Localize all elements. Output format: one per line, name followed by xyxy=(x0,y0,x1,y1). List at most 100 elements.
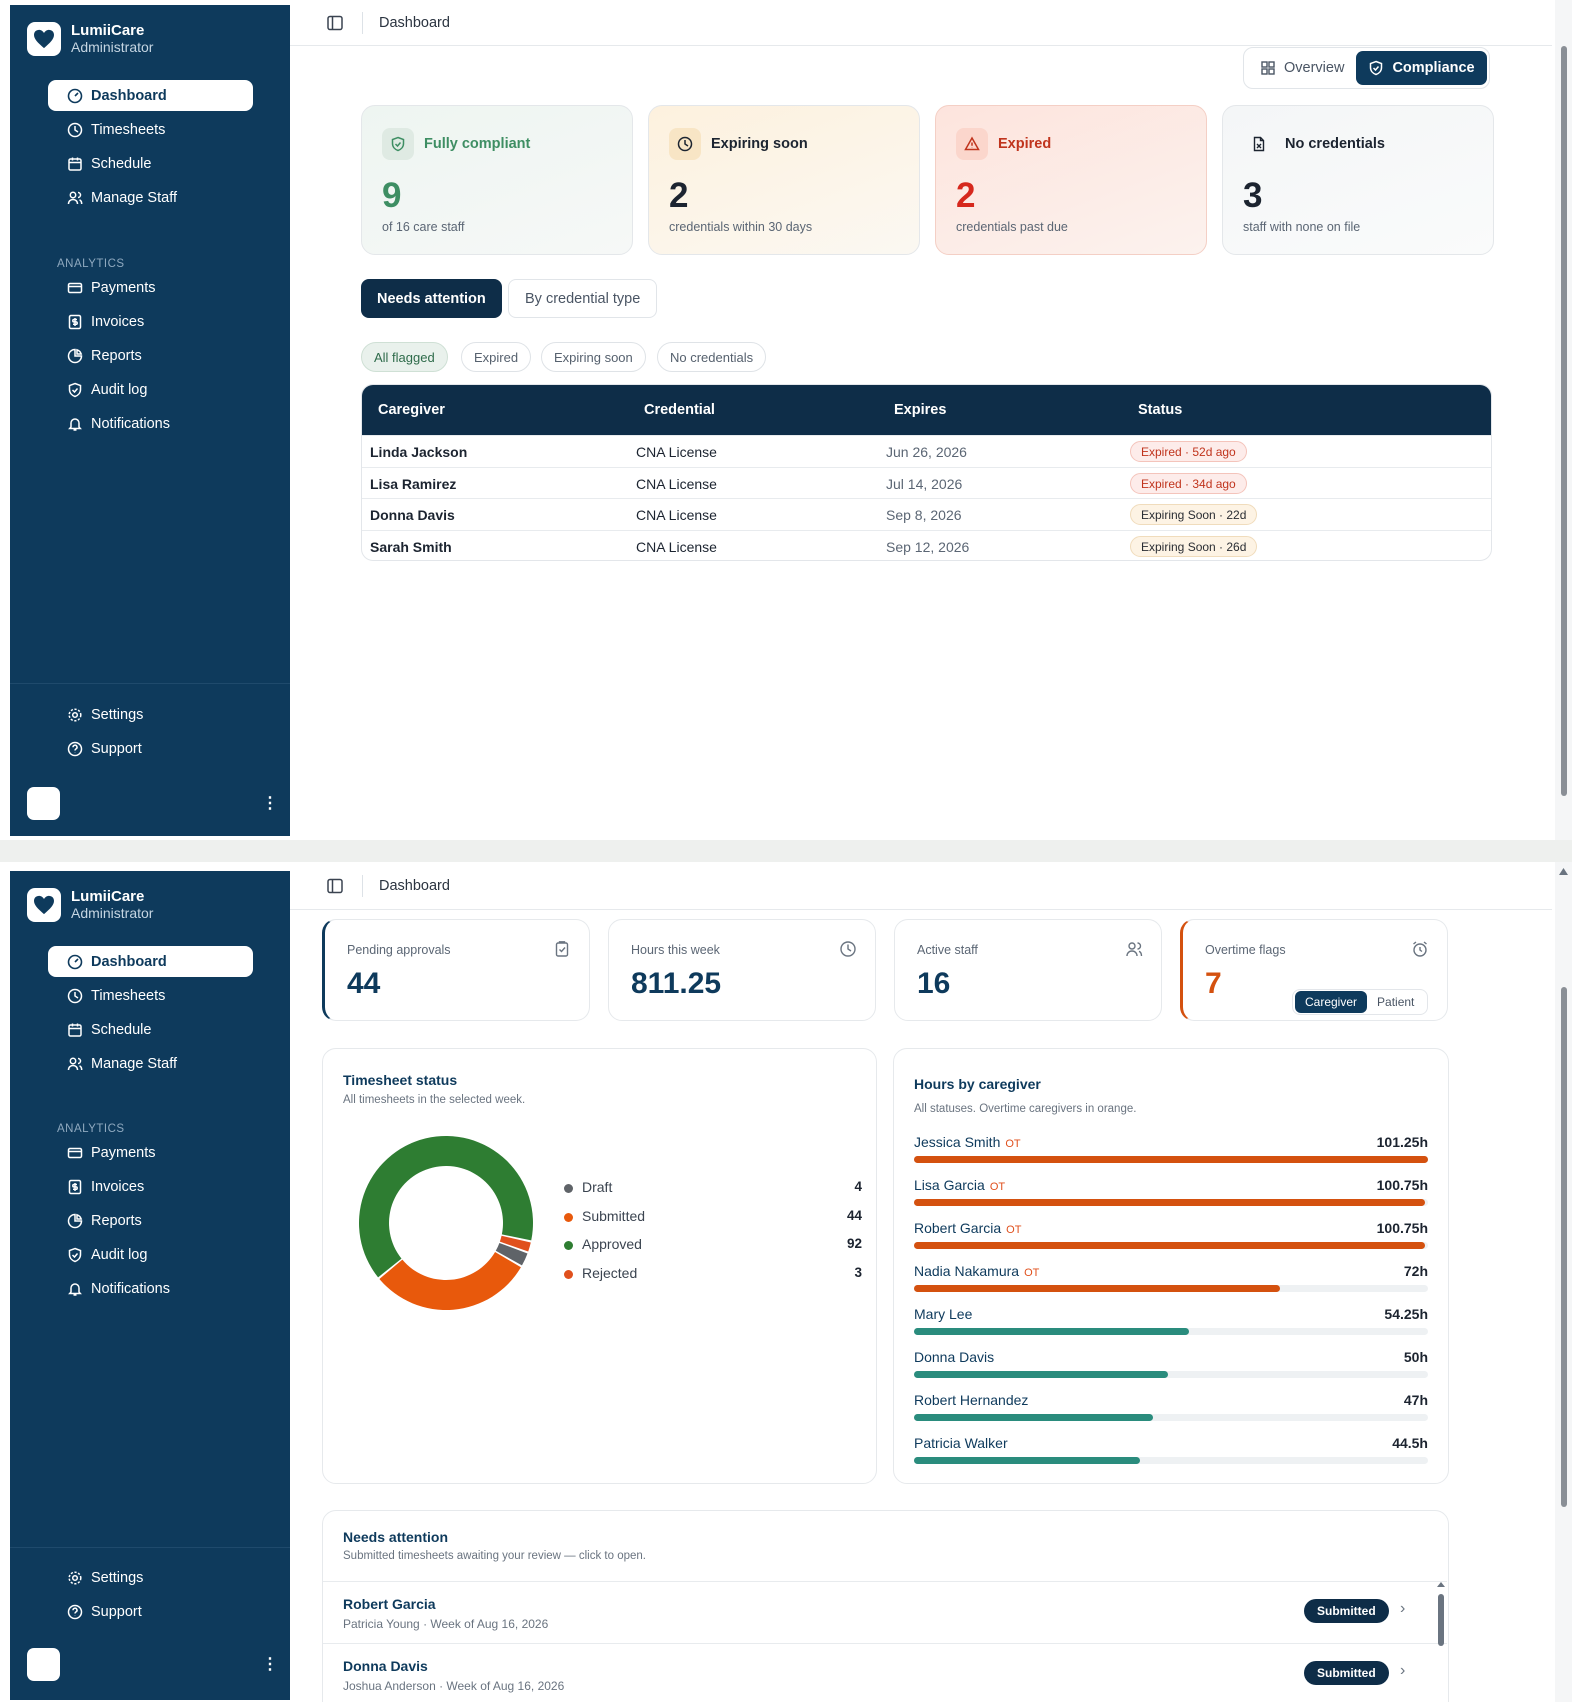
sidebar-item-manage-staff[interactable]: Manage Staff xyxy=(48,1048,253,1079)
attention-row[interactable]: Donna Davis Joshua Anderson · Week of Aug… xyxy=(323,1643,1447,1702)
brand[interactable]: LumiiCare Administrator xyxy=(27,22,153,56)
pie-chart-icon xyxy=(67,348,83,364)
cell-expires: Jun 26, 2026 xyxy=(886,444,967,460)
sidebar-item-dashboard[interactable]: Dashboard xyxy=(48,80,253,111)
caregiver-hours-row[interactable]: Patricia Walker 44.5h xyxy=(914,1435,1428,1471)
caregiver-hours-row[interactable]: Robert Hernandez 47h xyxy=(914,1392,1428,1428)
hours-bar-track xyxy=(914,1371,1428,1378)
scrollbar-thumb[interactable] xyxy=(1561,987,1567,1507)
caregiver-hours-row[interactable]: Nadia Nakamura OT 72h xyxy=(914,1263,1428,1299)
avatar[interactable] xyxy=(27,787,60,820)
status-badge: Submitted xyxy=(1304,1599,1389,1623)
sidebar-item-support[interactable]: Support xyxy=(48,1596,253,1627)
kpi-card-expired[interactable]: Expired 2 credentials past due xyxy=(935,105,1207,255)
compliance-tab-button[interactable]: Compliance xyxy=(1356,51,1487,85)
sidebar: LumiiCare Administrator Dashboard Timesh… xyxy=(10,871,290,1700)
column-credential[interactable]: Credential xyxy=(644,402,715,418)
hours-bar-track xyxy=(914,1199,1428,1206)
donut-slice-rejected[interactable] xyxy=(499,1235,531,1252)
stat-value: 811.25 xyxy=(631,967,722,1000)
table-row[interactable]: Sarah Smith CNA License Sep 12, 2026 Expiri… xyxy=(362,529,1491,561)
kpi-card-no-credentials[interactable]: No credentials 3 staff with none on file xyxy=(1222,105,1494,255)
sidebar-item-reports[interactable]: Reports xyxy=(48,1205,253,1236)
attention-row[interactable]: Robert Garcia Patricia Young · Week of Au… xyxy=(323,1581,1447,1641)
caregiver-hours-row[interactable]: Robert Garcia OT 100.75h xyxy=(914,1220,1428,1256)
filter-all-flagged[interactable]: All flagged xyxy=(361,342,448,372)
chevron-right-icon[interactable]: › xyxy=(1400,1662,1406,1679)
brand[interactable]: LumiiCare Administrator xyxy=(27,888,153,922)
sidebar-item-settings[interactable]: Settings xyxy=(48,1562,253,1593)
top-bar: Dashboard xyxy=(290,862,1552,910)
sidebar-item-label: Support xyxy=(91,1603,142,1620)
page-scrollbar[interactable] xyxy=(1555,0,1572,840)
stat-card-active-staff[interactable]: Active staff 16 xyxy=(894,919,1162,1021)
sidebar-item-dashboard[interactable]: Dashboard xyxy=(48,946,253,977)
sidebar-item-payments[interactable]: Payments xyxy=(48,272,253,303)
kpi-card-expiring-soon[interactable]: Expiring soon 2 credentials within 30 da… xyxy=(648,105,920,255)
kpi-card-fully-compliant[interactable]: Fully compliant 9 of 16 care staff xyxy=(361,105,633,255)
hours-by-caregiver-panel xyxy=(893,1048,1449,1484)
more-menu-icon[interactable]: ⋮ xyxy=(262,795,278,812)
column-expires[interactable]: Expires xyxy=(894,402,947,418)
filter-expiring-soon[interactable]: Expiring soon xyxy=(541,342,646,372)
scrollbar-thumb[interactable] xyxy=(1561,46,1567,796)
donut-slice-submitted[interactable] xyxy=(379,1251,521,1310)
needs-attention-scrollbar[interactable] xyxy=(1434,1580,1448,1702)
sidebar-item-schedule[interactable]: Schedule xyxy=(48,1014,253,1045)
toggle-patient-button[interactable]: Patient xyxy=(1377,995,1415,1009)
table-row[interactable]: Lisa Ramirez CNA License Jul 14, 2026 Expir… xyxy=(362,466,1491,498)
tab-by-credential-type[interactable]: By credential type xyxy=(508,279,658,318)
sidebar-item-reports[interactable]: Reports xyxy=(48,340,253,371)
caregiver-name: Robert Garcia xyxy=(343,1596,436,1612)
stat-card-overtime-flags[interactable]: Overtime flags 7 xyxy=(1180,919,1448,1021)
gear-icon xyxy=(67,1570,83,1586)
sidebar-item-timesheets[interactable]: Timesheets xyxy=(48,114,253,145)
overview-tab-button[interactable]: Overview xyxy=(1248,51,1356,85)
cell-expires: Jul 14, 2026 xyxy=(886,475,963,492)
donut-slice-approved[interactable] xyxy=(359,1136,533,1278)
status-badge: Expiring Soon · 22d xyxy=(1130,504,1258,525)
caregiver-hours-row[interactable]: Mary Lee 54.25h xyxy=(914,1306,1428,1342)
table-row[interactable]: Donna Davis CNA License Sep 8, 2026 Expirin… xyxy=(362,498,1491,529)
chevron-right-icon[interactable]: › xyxy=(1400,1600,1406,1617)
caregiver-name-text: Nadia Nakamura xyxy=(914,1263,1020,1279)
table-row[interactable]: Linda Jackson CNA License Jun 26, 2026 Expi… xyxy=(362,435,1491,466)
avatar[interactable] xyxy=(27,1648,60,1681)
sidebar-toggle-icon[interactable] xyxy=(326,877,344,895)
sidebar-toggle-icon[interactable] xyxy=(326,14,344,32)
page-scrollbar[interactable] xyxy=(1555,862,1572,1702)
sidebar-item-audit-log[interactable]: Audit log xyxy=(48,374,253,405)
legend-label: Submitted xyxy=(582,1207,646,1224)
sidebar-item-audit-log[interactable]: Audit log xyxy=(48,1239,253,1270)
sidebar-item-notifications[interactable]: Notifications xyxy=(48,408,253,439)
sidebar-item-payments[interactable]: Payments xyxy=(48,1137,253,1168)
clipboard-check-icon xyxy=(553,940,571,958)
sidebar-item-settings[interactable]: Settings xyxy=(48,699,253,730)
cell-credential: CNA License xyxy=(636,507,717,523)
sidebar-item-invoices[interactable]: Invoices xyxy=(48,1171,253,1202)
sidebar-item-support[interactable]: Support xyxy=(48,733,253,764)
toggle-caregiver-button[interactable]: Caregiver xyxy=(1295,991,1368,1013)
filter-expired[interactable]: Expired xyxy=(461,342,532,372)
sidebar-item-manage-staff[interactable]: Manage Staff xyxy=(48,182,253,213)
sidebar-item-timesheets[interactable]: Timesheets xyxy=(48,980,253,1011)
sidebar-item-label: Settings xyxy=(91,706,144,723)
donut-slice-draft[interactable] xyxy=(495,1242,528,1266)
column-status[interactable]: Status xyxy=(1138,402,1183,418)
sidebar-item-notifications[interactable]: Notifications xyxy=(48,1273,253,1304)
caregiver-hours-row[interactable]: Lisa Garcia OT 100.75h xyxy=(914,1177,1428,1213)
more-menu-icon[interactable]: ⋮ xyxy=(262,1656,278,1673)
sidebar-item-invoices[interactable]: Invoices xyxy=(48,306,253,337)
scroll-up-arrow-icon[interactable] xyxy=(1558,867,1569,876)
caregiver-name: Nadia Nakamura OT xyxy=(914,1263,1039,1279)
stat-card-hours-this-week[interactable]: Hours this week 811.25 xyxy=(608,919,876,1021)
filter-no-credentials[interactable]: No credentials xyxy=(657,342,767,372)
tab-needs-attention[interactable]: Needs attention xyxy=(361,279,502,318)
caregiver-hours-row[interactable]: Jessica Smith OT 101.25h xyxy=(914,1134,1428,1170)
caregiver-hours-row[interactable]: Donna Davis 50h xyxy=(914,1349,1428,1385)
breadcrumb: Dashboard xyxy=(379,877,450,894)
stat-card-pending-approvals[interactable]: Pending approvals 44 xyxy=(322,919,590,1021)
sidebar-item-schedule[interactable]: Schedule xyxy=(48,148,253,179)
column-caregiver[interactable]: Caregiver xyxy=(378,402,445,418)
legend-count: 4 xyxy=(854,1179,862,1194)
